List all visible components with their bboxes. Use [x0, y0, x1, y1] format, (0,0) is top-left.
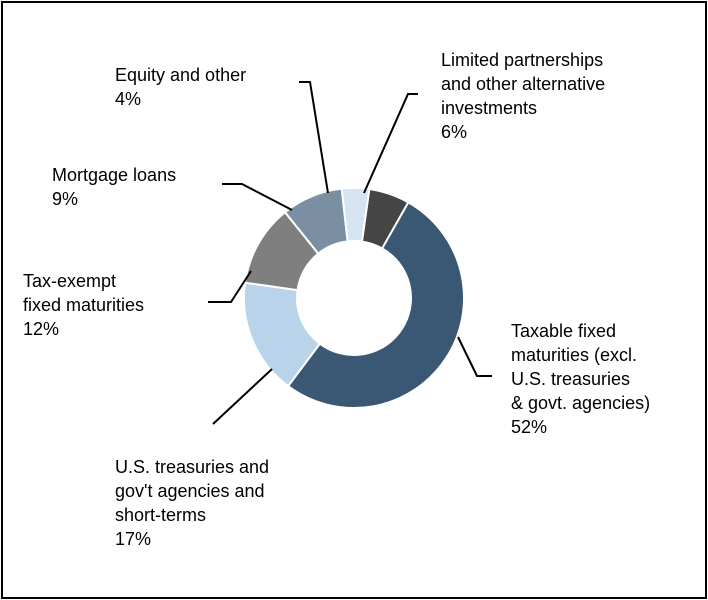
- label-percent: 17%: [115, 529, 152, 549]
- leader-line: [363, 93, 418, 194]
- label-line: & govt. agencies): [511, 393, 651, 413]
- label-equity-and-other: Equity and other 4%: [115, 63, 246, 111]
- donut-slice: [340, 187, 371, 243]
- leader-line: [222, 183, 293, 211]
- label-line: Limited partnerships: [441, 50, 604, 70]
- label-percent: 6%: [441, 122, 468, 142]
- label-line: Taxable fixed: [511, 321, 617, 341]
- label-line: investments: [441, 98, 538, 118]
- label-line: Mortgage loans: [52, 165, 177, 185]
- label-tax-exempt: Tax-exempt fixed maturities 12%: [23, 269, 144, 341]
- label-line: short-terms: [115, 505, 207, 525]
- label-mortgage-loans: Mortgage loans 9%: [52, 163, 176, 211]
- label-us-treasuries: U.S. treasuries and gov't agencies and s…: [115, 455, 269, 551]
- label-line: U.S. treasuries: [511, 369, 631, 389]
- label-line: maturities (excl.: [511, 345, 638, 365]
- label-percent: 52%: [511, 417, 548, 437]
- label-line: Tax-exempt: [23, 271, 117, 291]
- label-line: U.S. treasuries and: [115, 457, 270, 477]
- leader-line: [299, 81, 329, 194]
- leader-line: [212, 368, 273, 425]
- leader-line: [457, 336, 492, 377]
- label-line: Equity and other: [115, 65, 247, 85]
- label-percent: 9%: [52, 189, 79, 209]
- label-line: and other alternative: [441, 74, 606, 94]
- leader-line: [208, 270, 252, 303]
- label-percent: 4%: [115, 89, 142, 109]
- label-line: gov't agencies and: [115, 481, 265, 501]
- label-taxable-fixed-maturities: Taxable fixed maturities (excl. U.S. tre…: [511, 319, 650, 439]
- label-line: fixed maturities: [23, 295, 145, 315]
- label-percent: 12%: [23, 319, 60, 339]
- label-limited-partnerships: Limited partnerships and other alternati…: [441, 48, 605, 144]
- donut-slice: [286, 200, 465, 409]
